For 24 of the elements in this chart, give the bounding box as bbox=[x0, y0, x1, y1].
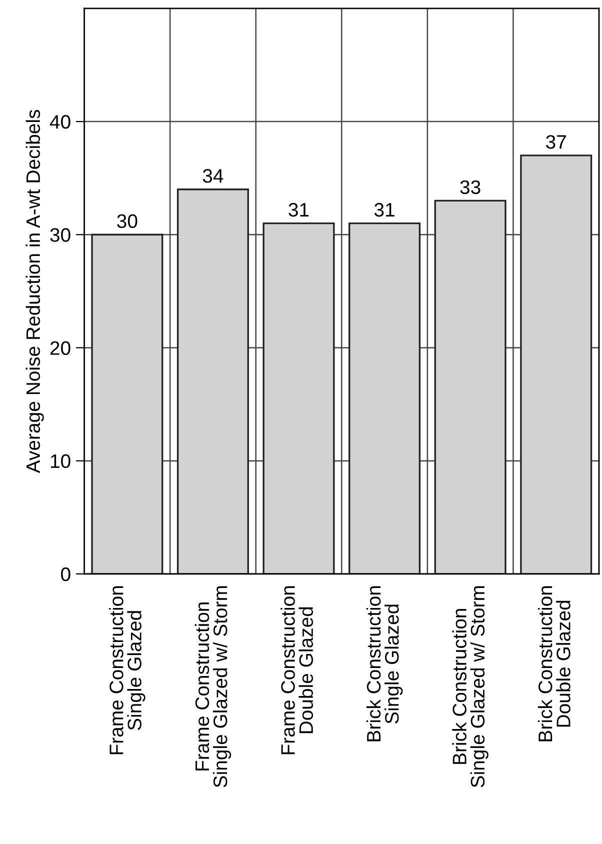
x-tick-label: Brick Construction Double Glazed bbox=[538, 586, 570, 742]
bar bbox=[91, 234, 164, 574]
x-tick-label: Frame Construction Single Glazed bbox=[109, 586, 146, 754]
x-tick-label: Brick Construction Single Glazed w/ Storm bbox=[452, 586, 488, 788]
y-axis-title: Average Noise Reduction in A-wt Decibels bbox=[26, 110, 44, 474]
y-tick-label: 0 bbox=[61, 567, 70, 582]
bar bbox=[434, 200, 506, 574]
x-tick-label: Frame Construction Single Glazed w/ Storm bbox=[194, 586, 232, 788]
y-tick-label: 10 bbox=[50, 454, 70, 468]
data-label: 31 bbox=[374, 202, 394, 217]
x-tick-label: Brick Construction Single Glazed bbox=[366, 586, 403, 742]
bar bbox=[176, 188, 249, 574]
data-label: 31 bbox=[288, 202, 309, 217]
data-label: 33 bbox=[460, 180, 480, 194]
bar bbox=[348, 222, 421, 574]
y-tick-label: 30 bbox=[50, 228, 70, 242]
y-tick-label: 20 bbox=[50, 341, 70, 355]
data-label: 34 bbox=[202, 169, 224, 183]
bar bbox=[520, 154, 592, 574]
data-label: 37 bbox=[546, 135, 566, 149]
data-label: 30 bbox=[117, 214, 138, 228]
y-tick-label: 40 bbox=[50, 115, 70, 129]
x-tick-label: Frame Construction Double Glazed bbox=[280, 586, 314, 754]
bar bbox=[262, 222, 335, 574]
